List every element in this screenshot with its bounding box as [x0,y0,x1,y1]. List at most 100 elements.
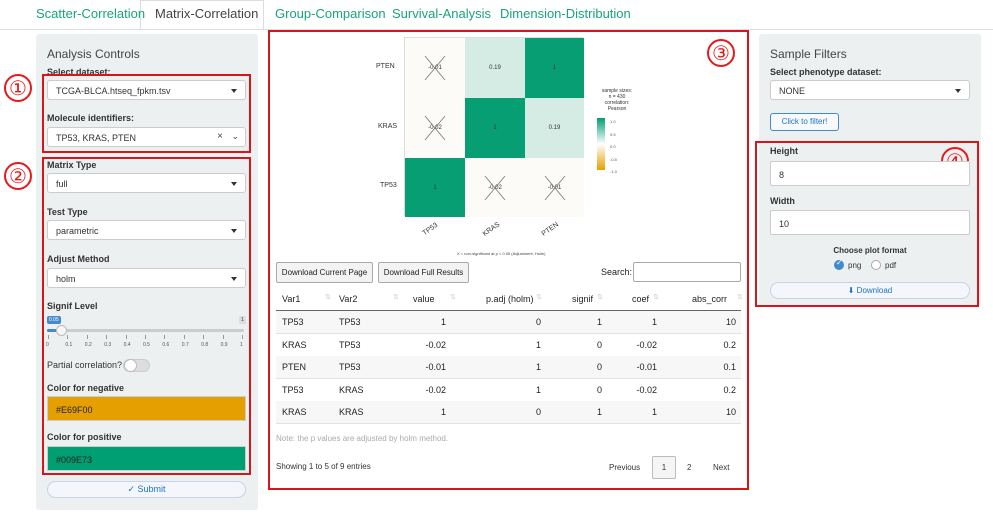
download-button[interactable]: ⬇ Download [770,282,970,299]
chevron-down-icon [231,277,237,281]
search-label: Search: [601,267,633,277]
annotation-number-1: ① [4,74,32,102]
sort-icon: ⇅ [450,294,456,301]
annotation-number-3: ③ [707,39,735,67]
slider-tick-label: 0 [46,342,49,348]
search-input[interactable] [633,262,741,282]
table-cell: 1 [440,407,446,417]
column-header-signif[interactable]: signif [572,294,594,304]
sort-icon: ⇅ [325,294,331,301]
height-input[interactable]: 8 [770,161,970,186]
table-row [276,401,741,423]
table-cell: 1 [651,407,657,417]
partial-correlation-toggle[interactable] [123,359,150,372]
test-type-label: Test Type [47,207,88,217]
width-label: Width [770,196,795,206]
slider-tick-label: 0.3 [104,342,112,348]
test-type-select[interactable]: parametric [47,220,246,240]
slider-tick [67,335,69,339]
slider-tick [86,335,88,339]
tab-scatter-correlation[interactable]: Scatter-Correlation [36,6,146,21]
signif-slider-handle[interactable] [55,325,67,336]
table-row-divider [276,333,741,334]
pdf-radio[interactable] [871,260,881,270]
column-header-padj[interactable]: p.adj (holm) [486,294,534,304]
previous-page-link[interactable]: Previous [609,463,641,472]
heatmap-cell: 0.19 [525,98,584,158]
molecule-label: Molecule identifiers: [47,113,135,123]
molecule-input[interactable]: TP53, KRAS, PTEN × ⌄ [47,127,246,147]
heatmap-row-label: TP53 [380,182,397,189]
color-positive-input[interactable]: #009E73 [47,446,246,471]
check-icon: ✓ [127,484,138,494]
molecule-value: TP53, KRAS, PTEN [56,133,137,143]
scale-tick: 1.0 [610,119,616,124]
heatmap-cell: 1 [465,98,525,158]
heatmap-row-label: KRAS [378,123,398,130]
column-header-value[interactable]: value [413,294,435,304]
sort-icon: ⇅ [597,294,603,301]
click-to-filter-button[interactable]: Click to filter! [770,113,839,131]
matrix-type-select[interactable]: full [47,173,246,193]
nonsignificant-cross-icons [424,55,566,201]
slider-tick [242,335,243,339]
submit-button[interactable]: ✓ Submit [47,481,246,498]
phenotype-select[interactable]: NONE [770,80,970,100]
active-tab-frame [140,0,264,30]
tabs-divider [0,29,993,30]
adjust-method-label: Adjust Method [47,254,110,264]
table-note: Note: the p values are adjusted by holm … [276,434,449,443]
signif-slider-track[interactable] [47,329,244,332]
tab-group-comparison[interactable]: Group-Comparison [275,6,386,21]
table-cell: -0.02 [636,339,657,350]
toggle-knob [124,359,137,372]
dataset-select[interactable]: TCGA-BLCA.htseq_fpkm.tsv [47,80,246,100]
page-1-button[interactable]: 1 [652,456,676,479]
analysis-controls-title: Analysis Controls [47,47,140,61]
page-2-button[interactable]: 2 [687,463,692,472]
table-cell: 0 [535,317,541,327]
download-current-page-button[interactable]: Download Current Page [276,262,373,283]
table-info: Showing 1 to 5 of 9 entries [276,462,371,471]
table-cell: 0 [596,362,602,372]
color-negative-input[interactable]: #E69F00 [47,396,246,421]
column-header-var1[interactable]: Var1 [282,294,301,304]
phenotype-value: NONE [779,86,806,96]
adjust-method-select[interactable]: holm [47,268,246,288]
color-negative-label: Color for negative [47,383,125,393]
width-input[interactable]: 10 [770,210,970,235]
download-icon: ⬇ [847,286,857,295]
slider-tick-label: 0.8 [201,342,209,348]
column-header-abs-corr[interactable]: abs_corr [692,294,728,304]
clear-icon[interactable]: × [217,131,223,142]
tab-dimension-distribution[interactable]: Dimension-Distribution [500,6,631,21]
table-cell: -0.02 [636,384,657,395]
slider-tick-label: 0.4 [123,342,131,348]
chevron-down-icon[interactable]: ⌄ [231,131,239,141]
table-cell: 1 [440,317,446,327]
table-header-rule [276,310,741,311]
table-cell: 10 [725,407,736,417]
tab-survival-analysis[interactable]: Survival-Analysis [392,6,491,21]
chevron-down-icon [955,89,961,93]
tab-matrix-correlation[interactable]: Matrix-Correlation [155,6,259,21]
sort-icon: ⇅ [536,294,542,301]
sort-icon: ⇅ [737,294,743,301]
column-header-var2[interactable]: Var2 [339,294,358,304]
slider-tick-label: 0.7 [181,342,189,348]
column-header-coef[interactable]: coef [632,294,650,304]
scale-tick: 0.5 [610,131,616,137]
table-cell: -0.02 [425,339,446,350]
table-cell: 1 [596,407,602,417]
partial-correlation-label: Partial correlation? [47,360,123,370]
signif-level-label: Signif Level [47,301,98,311]
next-page-link[interactable]: Next [713,463,730,472]
png-radio[interactable]: ✓ [834,258,844,270]
adjust-method-value: holm [56,274,76,284]
slider-tick-label: 0.9 [220,342,228,348]
scale-tick: -1.0 [610,169,617,174]
table-cell: TP53 [339,362,361,372]
signif-slider-fill [47,329,57,332]
download-full-results-button[interactable]: Download Full Results [378,262,469,283]
slider-tick-label: 0.6 [162,342,170,348]
